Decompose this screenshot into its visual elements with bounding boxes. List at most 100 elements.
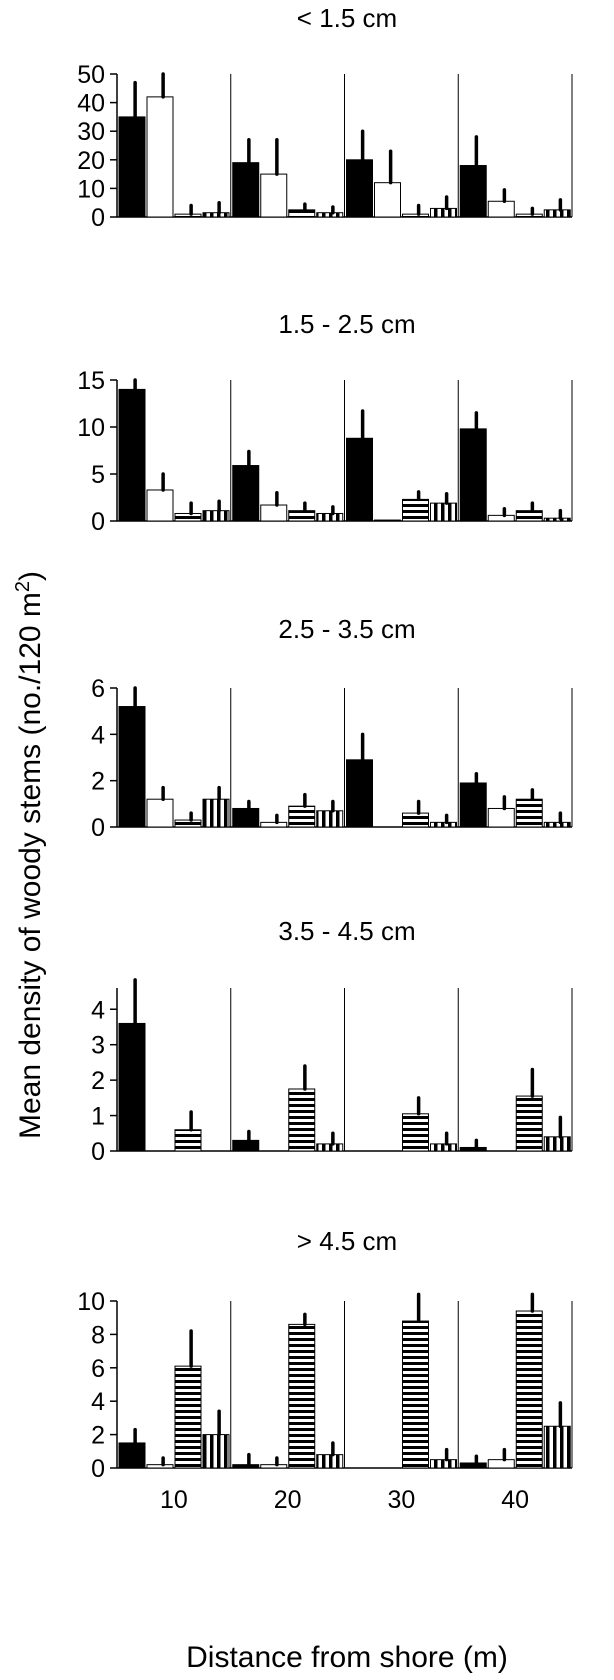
bar-hstripe-group-3 <box>402 812 429 828</box>
bar-black-group-4 <box>459 1146 487 1152</box>
bar-black-group-4 <box>459 782 487 828</box>
bar-white-group-1 <box>146 96 174 218</box>
bar-white-group-4 <box>487 514 515 522</box>
bar-vstripe-group-2 <box>316 212 344 218</box>
bar-black-group-2 <box>232 1139 260 1152</box>
bar-vstripe-group-3 <box>430 502 457 522</box>
bar-black-group-2 <box>232 465 260 522</box>
bar-vstripe-group-3 <box>430 207 457 218</box>
bar-hstripe-group-1 <box>174 819 202 828</box>
bar-white-group-4 <box>487 200 515 218</box>
x-tick-label: 20 <box>274 1486 302 1514</box>
x-tick-label: 40 <box>501 1486 529 1514</box>
y-tick-label: 0 <box>91 508 105 536</box>
y-axis-label: Mean density of woody stems (no./120 m2) <box>12 571 47 1139</box>
bar-black-group-3 <box>346 437 373 522</box>
bar-black-group-1 <box>118 1442 146 1469</box>
y-tick-label: 15 <box>77 367 105 395</box>
bar-hstripe-group-2 <box>288 805 316 828</box>
bar-hstripe-group-4 <box>515 213 543 218</box>
panel-3: 2.5 - 3.5 cm 0 2 4 6 <box>91 614 573 842</box>
bar-hstripe-group-3 <box>402 1320 429 1469</box>
bar-white-group-2 <box>260 1464 288 1469</box>
bar-hstripe-group-3 <box>402 498 429 522</box>
bar-vstripe-group-3 <box>430 821 457 828</box>
bar-hstripe-group-1 <box>174 1129 202 1152</box>
bar-hstripe-group-1 <box>174 512 202 522</box>
bar-white-group-1 <box>146 798 174 828</box>
bar-black-group-1 <box>118 388 146 522</box>
bar-white-group-4 <box>487 807 515 828</box>
bar-white-group-3 <box>374 519 401 522</box>
y-tick-label: 8 <box>91 1321 105 1349</box>
bar-vstripe-group-4 <box>543 209 571 218</box>
bar-vstripe-group-3 <box>430 1143 457 1152</box>
bar-vstripe-group-1 <box>202 212 230 218</box>
panel-title: > 4.5 cm <box>297 1226 397 1256</box>
y-tick-label: 10 <box>77 175 105 203</box>
bar-vstripe-group-2 <box>316 1454 344 1469</box>
panel-2: 1.5 - 2.5 cm 0 5 10 15 <box>77 309 573 536</box>
y-tick-label: 0 <box>91 814 105 842</box>
y-tick-label: 5 <box>91 461 105 489</box>
bar-black-group-4 <box>459 428 487 522</box>
bar-black-group-3 <box>346 159 373 218</box>
y-tick-label: 40 <box>77 90 105 118</box>
bar-black-group-1 <box>118 1022 146 1152</box>
bar-hstripe-group-1 <box>174 213 202 218</box>
y-tick-label: 30 <box>77 118 105 146</box>
panel-title: 3.5 - 4.5 cm <box>278 916 415 946</box>
bar-white-group-1 <box>146 1464 174 1469</box>
bar-vstripe-group-4 <box>543 1136 571 1152</box>
bar-black-group-3 <box>346 759 373 828</box>
y-tick-label: 50 <box>77 61 105 89</box>
bar-black-group-2 <box>232 1464 260 1469</box>
bar-hstripe-group-2 <box>288 510 316 522</box>
y-tick-label: 0 <box>91 204 105 232</box>
bar-white-group-4 <box>487 1459 515 1469</box>
y-tick-label: 6 <box>91 1355 105 1383</box>
y-tick-label: 1 <box>91 1103 105 1131</box>
bar-hstripe-group-2 <box>288 209 316 218</box>
y-tick-label: 10 <box>77 414 105 442</box>
bar-white-group-2 <box>260 821 288 828</box>
y-axis-label-sup: 2 <box>12 581 34 592</box>
bar-white-group-2 <box>260 504 288 522</box>
bar-vstripe-group-2 <box>316 512 344 522</box>
bar-hstripe-group-4 <box>515 798 543 828</box>
y-tick-label: 4 <box>91 1388 105 1416</box>
y-tick-label: 2 <box>91 1067 105 1095</box>
bar-white-group-1 <box>146 489 174 522</box>
bar-hstripe-group-3 <box>402 213 429 218</box>
panel-title: 2.5 - 3.5 cm <box>278 614 415 644</box>
y-tick-label: 10 <box>77 1288 105 1316</box>
bar-hstripe-group-2 <box>288 1088 316 1152</box>
y-tick-label: 0 <box>91 1455 105 1483</box>
bar-black-group-2 <box>232 162 260 218</box>
x-axis-title: Distance from shore (m) <box>186 1641 508 1674</box>
bar-hstripe-group-1 <box>174 1365 202 1469</box>
bar-hstripe-group-4 <box>515 510 543 522</box>
x-axis-labels: 10 20 30 40 <box>160 1486 529 1514</box>
bar-vstripe-group-4 <box>543 1425 571 1469</box>
bar-vstripe-group-2 <box>316 1143 344 1152</box>
bar-vstripe-group-2 <box>316 810 344 828</box>
x-tick-label: 30 <box>387 1486 415 1514</box>
y-axis-label-close: ) <box>14 571 47 581</box>
bar-hstripe-group-4 <box>515 1095 543 1152</box>
y-tick-label: 4 <box>91 996 105 1024</box>
panel-4: 3.5 - 4.5 cm 0 1 2 3 4 <box>91 916 573 1166</box>
y-tick-label: 6 <box>91 675 105 703</box>
x-tick-label: 10 <box>160 1486 188 1514</box>
bar-black-group-2 <box>232 807 260 828</box>
y-tick-label: 20 <box>77 147 105 175</box>
bar-black-group-4 <box>459 165 487 218</box>
bar-black-group-1 <box>118 706 146 828</box>
y-tick-label: 4 <box>91 721 105 749</box>
y-tick-label: 0 <box>91 1138 105 1166</box>
y-axis-label-main: Mean density of woody stems (no./120 m <box>14 592 47 1139</box>
y-tick-label: 2 <box>91 1422 105 1450</box>
panel-5: > 4.5 cm 0 2 4 6 8 10 <box>77 1226 573 1483</box>
